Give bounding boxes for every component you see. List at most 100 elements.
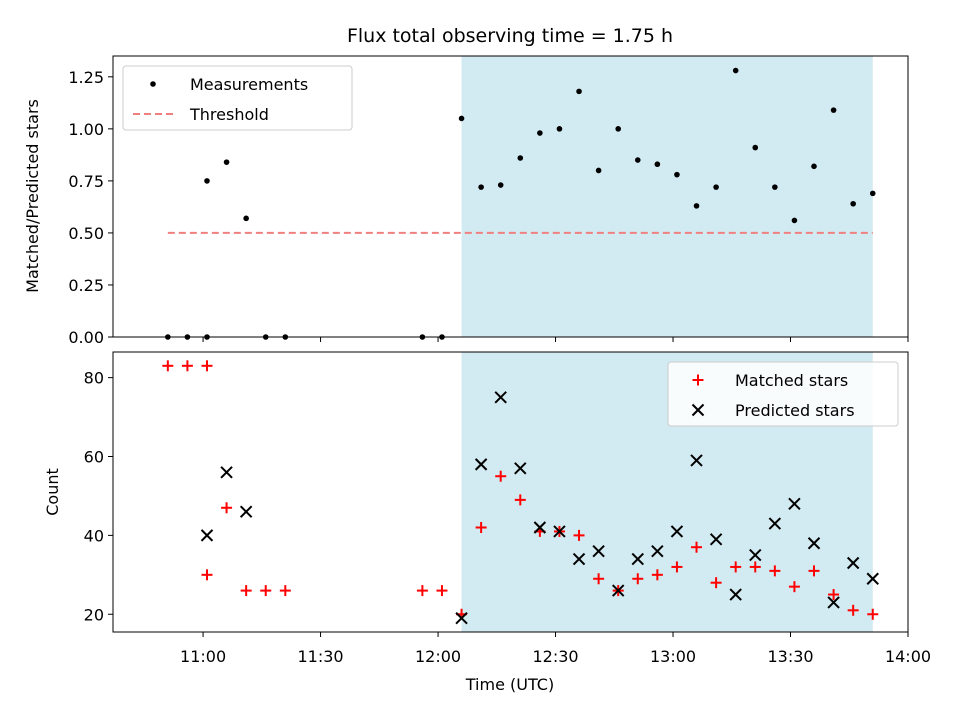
- matched-stars-point: [828, 589, 840, 601]
- matched-stars-point: [730, 561, 742, 573]
- measurement-point: [850, 200, 856, 207]
- measurement-point: [478, 184, 484, 190]
- matched-stars-point: [769, 565, 781, 577]
- measurement-point: [497, 182, 504, 188]
- measurement-point: [204, 178, 210, 184]
- predicted-stars-point: [220, 466, 233, 479]
- matched-stars-point: [808, 565, 820, 577]
- predicted-stars-point: [788, 497, 801, 511]
- y-tick-label: 0.25: [68, 276, 104, 295]
- y-tick-label: 0.75: [68, 172, 104, 191]
- legend-label: Predicted stars: [735, 401, 855, 420]
- measurement-point: [595, 167, 602, 174]
- predicted-stars-point: [709, 533, 723, 546]
- legend-box: [122, 65, 353, 131]
- matched-stars-point: [260, 585, 272, 597]
- legend-marker: [150, 81, 156, 87]
- measurement-point: [752, 144, 759, 151]
- predicted-stars-point: [455, 611, 468, 625]
- legend: Measurements Threshold: [122, 65, 353, 131]
- matched-stars-point: [847, 604, 859, 616]
- matched-stars-point: [710, 577, 722, 589]
- measurement-point: [869, 190, 876, 197]
- matched-stars-point: [475, 521, 487, 533]
- matched-stars-point: [671, 561, 683, 573]
- predicted-stars-point: [533, 521, 547, 534]
- x-tick-label: 13:00: [650, 647, 696, 666]
- predicted-stars-point: [866, 572, 879, 585]
- y-tick-label: 80: [84, 369, 104, 388]
- predicted-stars-point: [827, 596, 840, 609]
- measurement-point: [654, 161, 661, 168]
- y-tick-label: 0.00: [68, 328, 104, 347]
- matched-stars-point: [162, 360, 174, 372]
- y-tick-label: 40: [84, 526, 104, 545]
- measurement-point: [615, 126, 621, 132]
- matched-stars-point: [632, 573, 644, 585]
- measurement-point: [576, 88, 582, 95]
- axes-frame: [112, 351, 909, 633]
- x-tick-label: 11:00: [180, 647, 226, 666]
- x-tick-label: 14:00: [885, 647, 931, 666]
- predicted-stars-point: [846, 556, 860, 570]
- ratio-panel: 0.00 0.25 0.50 0.75 1.00 1.25 Measurements Thre…: [68, 55, 909, 347]
- predicted-stars-point: [631, 552, 644, 566]
- matched-stars-point: [691, 541, 703, 553]
- measurement-point: [223, 159, 230, 165]
- legend-label: Threshold: [189, 105, 269, 124]
- legend-marker: [691, 403, 705, 417]
- predicted-stars-point: [553, 525, 566, 538]
- predicted-stars-point: [690, 454, 703, 467]
- measurement-point: [517, 155, 524, 161]
- measurement-point: [243, 215, 249, 222]
- measurement-point: [713, 184, 719, 190]
- predicted-stars-point: [768, 517, 782, 530]
- top-y-axis-label: Matched/Predicted stars: [23, 99, 42, 293]
- predicted-stars-point: [494, 391, 507, 404]
- matched-stars-point: [593, 573, 605, 585]
- matched-stars-point: [279, 585, 291, 597]
- predicted-stars-point: [670, 525, 684, 538]
- predicted-stars-point: [514, 462, 527, 475]
- predicted-stars-point: [807, 537, 821, 550]
- matched-stars-point: [651, 569, 663, 581]
- matched-stars-point: [221, 502, 233, 514]
- matched-stars-point: [201, 569, 213, 581]
- matched-stars-point: [749, 561, 761, 573]
- measurement-point: [674, 171, 680, 178]
- matched-stars-point: [416, 585, 428, 597]
- predicted-stars-point: [592, 544, 605, 558]
- matched-stars-point: [181, 360, 193, 372]
- y-tick-label: 0.50: [68, 224, 104, 243]
- predicted-stars-point: [749, 548, 762, 562]
- legend: Matched stars Predicted stars: [667, 361, 899, 427]
- matched-stars-point: [867, 608, 879, 620]
- observing-window-shade: [461, 56, 873, 337]
- y-tick-label: 1.25: [68, 68, 104, 87]
- predicted-stars-point: [651, 544, 664, 558]
- predicted-stars-point: [729, 588, 742, 601]
- measurement-point: [458, 115, 465, 122]
- matched-stars-point: [201, 360, 213, 372]
- predicted-stars-point: [572, 552, 586, 566]
- matched-stars-point: [788, 581, 800, 593]
- x-tick-label: 11:30: [298, 647, 344, 666]
- measurement-point: [634, 157, 641, 163]
- predicted-stars-point: [611, 584, 625, 597]
- measurement-point: [537, 130, 543, 136]
- x-tick-label: 12:30: [532, 647, 578, 666]
- y-tick-label: 1.00: [68, 120, 104, 139]
- x-tick-label: 12:00: [415, 647, 461, 666]
- matched-stars-point: [240, 585, 252, 597]
- matched-stars-point: [514, 494, 526, 506]
- measurement-point: [732, 67, 739, 74]
- matched-stars-point: [495, 470, 507, 482]
- measurement-point: [811, 163, 817, 170]
- axes-frame: [112, 55, 909, 338]
- measurement-point: [830, 107, 837, 113]
- y-tick-label: 60: [84, 448, 104, 467]
- matched-stars-point: [436, 585, 448, 597]
- count-panel: 20 40 60 80 11:00 11:30 12:00 12:30 13:00 13:30 14…: [84, 351, 931, 666]
- legend-label: Measurements: [190, 75, 308, 94]
